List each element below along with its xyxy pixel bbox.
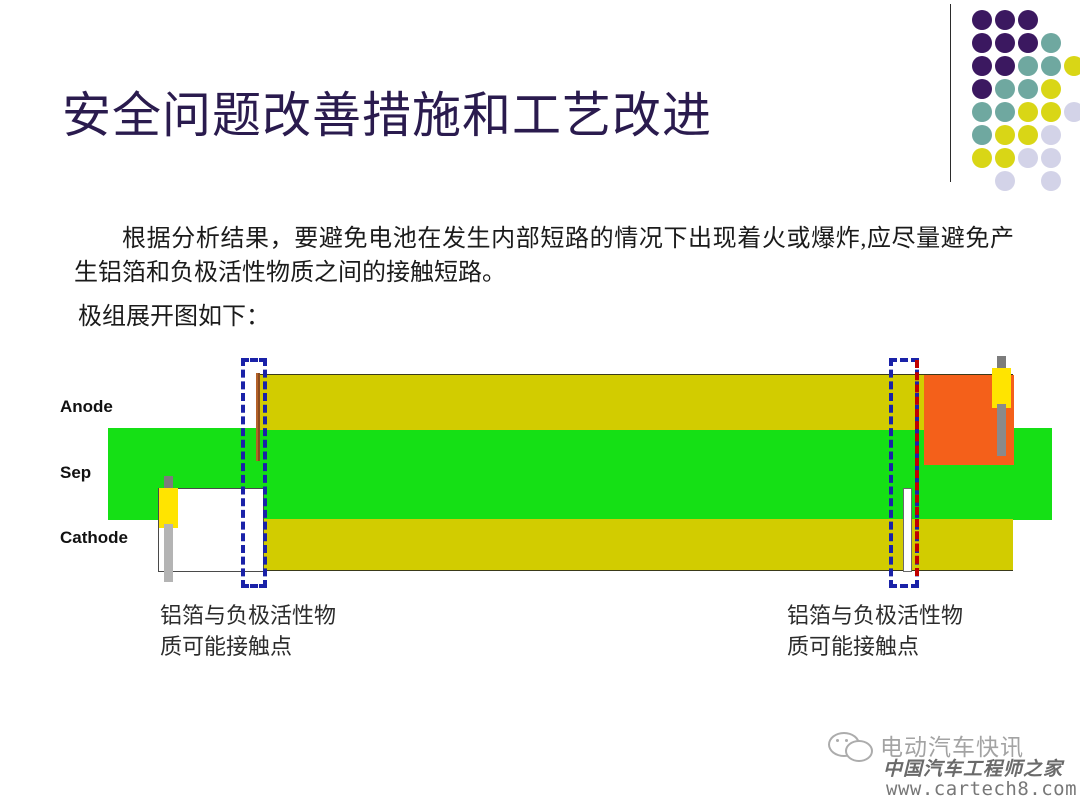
logo-dot [972, 79, 992, 99]
tab-stem-icon [997, 404, 1006, 456]
body-paragraph-figure-intro: 极组展开图如下： [78, 304, 270, 330]
diagram-label-anode: Anode [60, 397, 113, 416]
logo-dot [995, 125, 1015, 145]
body-paragraph-analysis: 根据分析结果，要避免电池在发生内部短路的情况下出现着火或爆炸,应尽量避免产生铝箔… [74, 226, 1014, 286]
logo-dot [995, 102, 1015, 122]
logo-dot [1018, 125, 1038, 145]
tab-insulation-icon [159, 488, 178, 528]
logo-dot [995, 148, 1015, 168]
logo-dot [1041, 33, 1061, 53]
caption-contact-point-left: 铝箔与负极活性物 质可能接触点 [160, 603, 337, 659]
logo-dot [1041, 148, 1061, 168]
tab-stub-icon [997, 356, 1006, 370]
cathode-layer-band [258, 519, 1013, 571]
contact-point-marker-red [915, 360, 919, 576]
logo-dot [972, 56, 992, 76]
anode-tab [992, 356, 1011, 456]
logo-dot [1018, 10, 1038, 30]
logo-dot [972, 148, 992, 168]
wechat-eye-icon [836, 739, 839, 742]
anode-layer-band [258, 374, 1013, 430]
logo-divider-line [950, 4, 951, 182]
logo-dot [1018, 102, 1038, 122]
tab-stem-icon [164, 524, 173, 582]
watermark: 电动汽车快讯 中国汽车工程师之家 www.cartech8.com [828, 728, 1078, 800]
logo-dot [972, 33, 992, 53]
aluminum-foil-edge-line [256, 373, 260, 461]
watermark-site-name: 中国汽车工程师之家 [883, 759, 1064, 780]
wechat-icon [828, 732, 873, 762]
logo-dot [995, 10, 1015, 30]
logo-dot [1018, 56, 1038, 76]
tab-stub-icon [164, 476, 173, 490]
logo-dot [995, 79, 1015, 99]
logo-dot [1041, 125, 1061, 145]
caption-contact-point-right: 铝箔与负极活性物 质可能接触点 [787, 603, 964, 659]
logo-dot [1041, 102, 1061, 122]
logo-dot [995, 171, 1015, 191]
logo-dot [995, 33, 1015, 53]
electrode-stack-unfolded-diagram: Anode Sep Cathode 铝箔与负极活性物 质可能接触点 铝箔与负极活… [60, 356, 1052, 659]
logo-dot [1064, 102, 1080, 122]
wechat-bubble-small [845, 740, 873, 762]
watermark-site-url: www.cartech8.com [886, 778, 1078, 800]
logo-dot [972, 10, 992, 30]
wechat-eye-icon [845, 739, 848, 742]
diagram-label-separator: Sep [60, 463, 92, 482]
anode-edge-strip [903, 488, 912, 572]
tab-insulation-icon [992, 368, 1011, 408]
diagram-label-cathode: Cathode [60, 528, 128, 547]
dot-matrix-logo [950, 0, 1080, 191]
logo-dot [1018, 33, 1038, 53]
cathode-tab [159, 476, 178, 582]
logo-dot [995, 56, 1015, 76]
logo-dot [972, 125, 992, 145]
watermark-wechat-label: 电动汽车快讯 [880, 735, 1024, 760]
logo-dot [1064, 56, 1080, 76]
logo-dot [1041, 56, 1061, 76]
logo-dot [1041, 171, 1061, 191]
contact-point-highlight-left [241, 358, 267, 588]
logo-dot [972, 102, 992, 122]
logo-dot [1018, 148, 1038, 168]
page-title: 安全问题改善措施和工艺改进 [62, 88, 713, 143]
watermark-wechat-row: 电动汽车快讯 [828, 728, 1024, 762]
logo-dot [1041, 79, 1061, 99]
logo-dot [1018, 79, 1038, 99]
